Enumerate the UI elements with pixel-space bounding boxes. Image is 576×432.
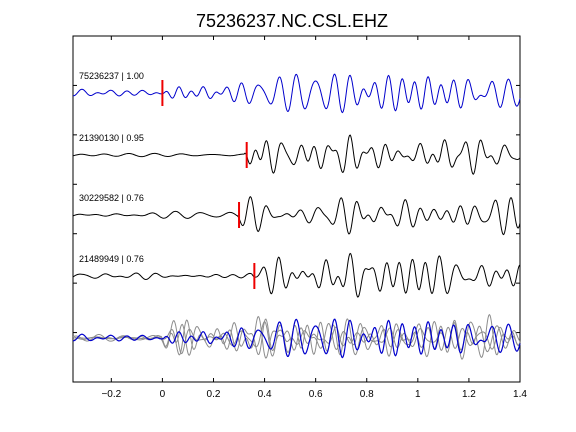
trace-label-21489949: 21489949 | 0.76 [79,254,144,264]
plot-frame [72,35,521,383]
x-tick-label: 0.8 [360,389,374,400]
trace-label-30229582: 30229582 | 0.76 [79,193,144,203]
x-tick-label: 0.6 [309,389,323,400]
trace-21390130 [72,134,521,175]
x-tick-label: −0.2 [101,389,121,400]
trace-label-75236237: 75236237 | 1.00 [79,71,144,81]
trace-21489949 [72,252,521,298]
trace-75236237 [73,73,521,114]
x-tick-label: 0.2 [207,389,221,400]
x-axis-ticks: −0.2 0 0.2 0.4 0.6 0.8 1 1.2 1.4 [73,36,527,400]
overlay-trace-21489949 [72,315,521,359]
chart-title: 75236237.NC.CSL.EHZ [196,11,388,31]
x-tick-label: 1 [415,389,421,400]
x-tick-label: 1.4 [513,389,527,400]
trace-30229582 [72,196,521,236]
trace-label-21390130: 21390130 | 0.95 [79,133,144,143]
trace-area: 75236237 | 1.00 21390130 | 0.95 30229582 |… [72,71,521,360]
x-tick-label: 0 [160,389,166,400]
x-tick-label: 1.2 [462,389,476,400]
x-tick-label: 0.4 [258,389,272,400]
overlay-trace-30229582 [72,320,521,358]
overlay-trace-75236237 [73,318,521,359]
